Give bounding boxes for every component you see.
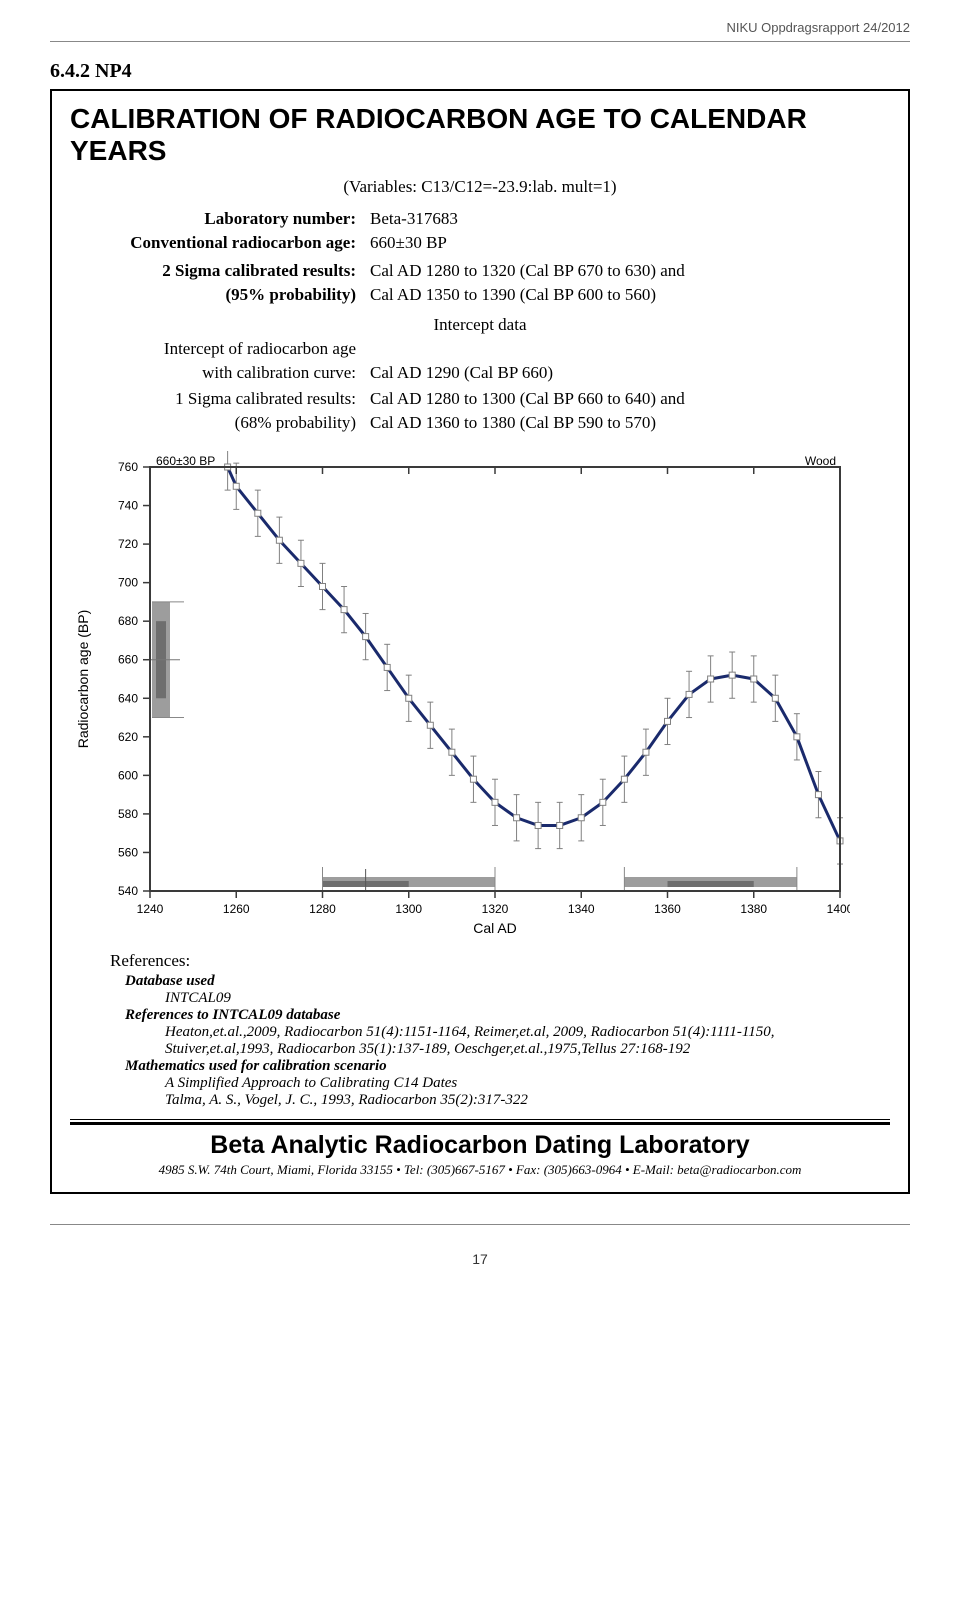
two-sigma-value-2: Cal AD 1350 to 1390 (Cal BP 600 to 560) — [370, 285, 890, 305]
svg-text:1280: 1280 — [309, 902, 336, 916]
svg-text:1400: 1400 — [827, 902, 850, 916]
one-sigma-label: 1 Sigma calibrated results: — [70, 389, 370, 409]
svg-text:640: 640 — [118, 691, 138, 705]
conv-age-label: Conventional radiocarbon age: — [70, 233, 370, 253]
footer-rule-thin — [70, 1119, 890, 1120]
svg-text:1320: 1320 — [482, 902, 509, 916]
calibration-chart: 1240 1260 1280 1300 1320 1340 1360 1380 1400 540 5… — [70, 451, 890, 941]
svg-text:600: 600 — [118, 768, 138, 782]
variables-line: (Variables: C13/C12=-23.9:lab. mult=1) — [70, 177, 890, 197]
metadata-block: Laboratory number: Beta-317683 Conventio… — [70, 209, 890, 433]
intercept-value: Cal AD 1290 (Cal BP 660) — [370, 363, 890, 383]
svg-text:660: 660 — [118, 653, 138, 667]
lab-number-value: Beta-317683 — [370, 209, 890, 229]
svg-text:1360: 1360 — [654, 902, 681, 916]
svg-text:560: 560 — [118, 845, 138, 859]
references-heading: References: — [110, 951, 882, 971]
lab-address: 4985 S.W. 74th Court, Miami, Florida 331… — [70, 1162, 890, 1178]
svg-text:660±30 BP: 660±30 BP — [156, 454, 215, 468]
box-title: CALIBRATION OF RADIOCARBON AGE TO CALEND… — [70, 103, 890, 167]
intercept-label-1: Intercept of radiocarbon age — [70, 339, 370, 359]
intercept-heading: Intercept data — [70, 315, 890, 335]
page-bottom-rule — [50, 1224, 910, 1225]
database-used-label: Database used — [125, 973, 882, 990]
svg-text:540: 540 — [118, 884, 138, 898]
svg-text:700: 700 — [118, 576, 138, 590]
svg-text:740: 740 — [118, 499, 138, 513]
math-label: Mathematics used for calibration scenari… — [125, 1058, 882, 1075]
one-sigma-value-2: Cal AD 1360 to 1380 (Cal BP 590 to 570) — [370, 413, 890, 433]
math-line-1: A Simplified Approach to Calibrating C14… — [165, 1075, 882, 1092]
lab-name: Beta Analytic Radiocarbon Dating Laborat… — [70, 1131, 890, 1160]
one-sigma-prob-label: (68% probability) — [70, 413, 370, 433]
svg-text:1300: 1300 — [395, 902, 422, 916]
two-sigma-label: 2 Sigma calibrated results: — [70, 261, 370, 281]
two-sigma-value-1: Cal AD 1280 to 1320 (Cal BP 670 to 630) … — [370, 261, 890, 281]
page-number: 17 — [50, 1251, 910, 1267]
section-number: 6.4.2 NP4 — [50, 60, 910, 83]
math-line-2: Talma, A. S., Vogel, J. C., 1993, Radioc… — [165, 1092, 882, 1109]
svg-text:Wood: Wood — [805, 454, 836, 468]
svg-text:1380: 1380 — [740, 902, 767, 916]
svg-text:720: 720 — [118, 537, 138, 551]
footer-rule-thick — [70, 1122, 890, 1125]
svg-text:580: 580 — [118, 807, 138, 821]
refs-intcal-label: References to INTCAL09 database — [125, 1007, 882, 1024]
svg-text:Cal AD: Cal AD — [473, 920, 517, 936]
svg-text:680: 680 — [118, 614, 138, 628]
references-block: References: Database used INTCAL09 Refer… — [110, 951, 882, 1109]
one-sigma-value-1: Cal AD 1280 to 1300 (Cal BP 660 to 640) … — [370, 389, 890, 409]
database-used-value: INTCAL09 — [165, 990, 882, 1007]
doc-header: NIKU Oppdragsrapport 24/2012 — [50, 20, 910, 35]
refs-intcal-line-1: Heaton,et.al.,2009, Radiocarbon 51(4):11… — [165, 1024, 882, 1041]
intercept-label-2: with calibration curve: — [70, 363, 370, 383]
svg-text:1340: 1340 — [568, 902, 595, 916]
calibration-box: CALIBRATION OF RADIOCARBON AGE TO CALEND… — [50, 89, 910, 1194]
svg-text:1240: 1240 — [137, 902, 164, 916]
svg-text:760: 760 — [118, 460, 138, 474]
refs-intcal-line-2: Stuiver,et.al,1993, Radiocarbon 35(1):13… — [165, 1041, 882, 1058]
lab-number-label: Laboratory number: — [70, 209, 370, 229]
svg-text:620: 620 — [118, 730, 138, 744]
conv-age-value: 660±30 BP — [370, 233, 890, 253]
two-sigma-prob-label: (95% probability) — [70, 285, 370, 305]
svg-text:1260: 1260 — [223, 902, 250, 916]
svg-text:Radiocarbon age (BP): Radiocarbon age (BP) — [75, 610, 91, 749]
top-rule — [50, 41, 910, 42]
